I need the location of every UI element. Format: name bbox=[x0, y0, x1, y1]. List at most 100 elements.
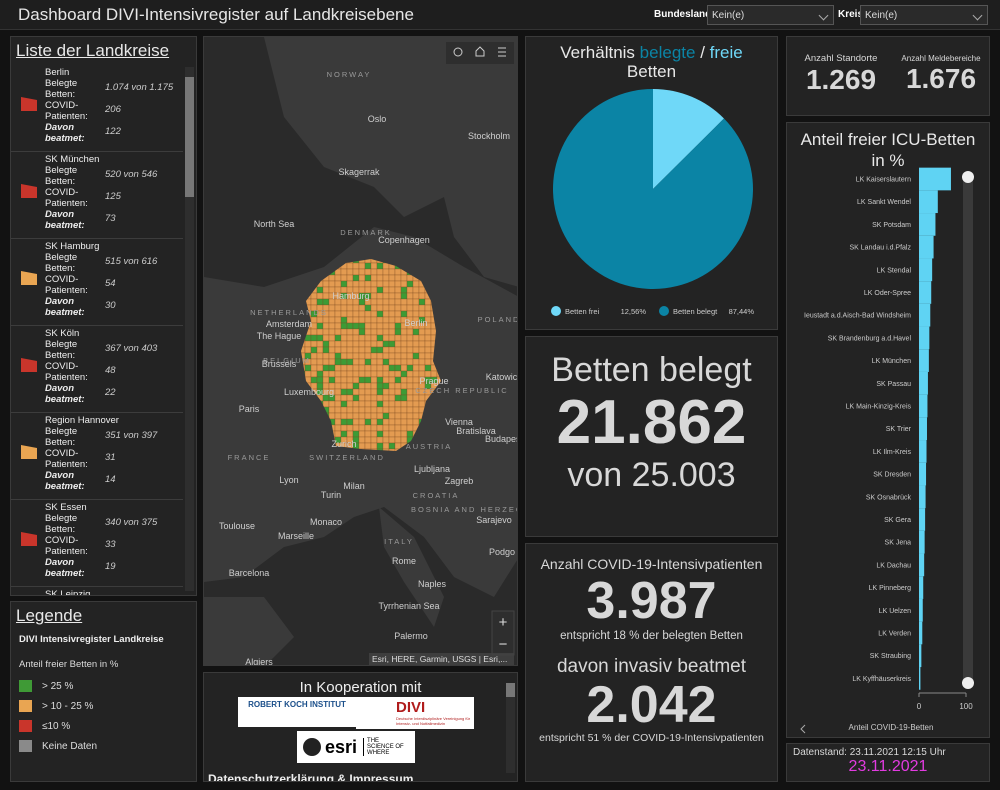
district bbox=[316, 376, 324, 384]
list-item[interactable]: SK Hamburg Belegte Betten: 515 von 616 COVI… bbox=[11, 239, 183, 326]
pie-slice bbox=[653, 89, 724, 189]
district bbox=[406, 334, 414, 342]
scroll-handle[interactable] bbox=[962, 171, 974, 183]
district bbox=[316, 346, 324, 354]
field-row: Davon beatmet: 30 bbox=[45, 296, 183, 318]
scroll-thumb[interactable] bbox=[185, 77, 194, 197]
scrollbar[interactable] bbox=[506, 683, 515, 773]
divi-logo[interactable]: DIVI Deutsche Interdisziplinäre Vereinig… bbox=[356, 697, 474, 729]
district bbox=[364, 268, 372, 276]
district bbox=[388, 322, 396, 330]
district bbox=[400, 352, 408, 360]
district bbox=[334, 364, 342, 372]
field-value: 33 bbox=[105, 539, 116, 550]
district bbox=[328, 358, 336, 366]
district bbox=[388, 370, 396, 378]
district bbox=[376, 292, 384, 300]
scroll-arrow[interactable] bbox=[800, 724, 806, 734]
list-icon[interactable] bbox=[498, 47, 506, 57]
district bbox=[358, 376, 366, 384]
district bbox=[376, 412, 384, 420]
district bbox=[394, 418, 402, 426]
district bbox=[352, 340, 360, 348]
district bbox=[394, 304, 402, 312]
district bbox=[352, 310, 360, 318]
imprint-link[interactable]: Datenschutzerklärung & Impressum bbox=[208, 772, 414, 782]
district bbox=[322, 400, 330, 408]
district bbox=[322, 280, 330, 288]
district bbox=[340, 352, 348, 360]
list-item[interactable]: SK Leipzig bbox=[11, 587, 183, 595]
district bbox=[394, 328, 402, 336]
scroll-thumb[interactable] bbox=[506, 683, 515, 697]
district bbox=[370, 304, 378, 312]
panel-title: Legende bbox=[16, 606, 83, 625]
map[interactable]: NORWAY Oslo Stockholm Skagerrak North Sea DEN… bbox=[204, 37, 518, 666]
map-label: Amsterdam bbox=[266, 319, 312, 329]
map-toolbar[interactable] bbox=[446, 42, 514, 64]
district bbox=[400, 286, 408, 294]
district bbox=[322, 346, 330, 354]
district bbox=[400, 358, 408, 366]
district bbox=[394, 382, 402, 390]
field-value: 30 bbox=[105, 300, 116, 311]
district bbox=[394, 322, 402, 330]
status-icon bbox=[21, 445, 37, 459]
district bbox=[334, 418, 342, 426]
esri-logo[interactable]: esri THE SCIENCE OF WHERE bbox=[297, 731, 415, 763]
home-icon[interactable] bbox=[475, 46, 485, 57]
search-icon[interactable] bbox=[453, 47, 463, 57]
district bbox=[340, 394, 348, 402]
land bbox=[379, 507, 444, 627]
y-tick-label: SK Osnabrück bbox=[866, 494, 912, 501]
list-item[interactable]: SK Essen Belegte Betten: 340 von 375 COVID-… bbox=[11, 500, 183, 587]
district bbox=[412, 376, 420, 384]
district bbox=[388, 448, 396, 451]
legend-label: ≤10 % bbox=[42, 720, 71, 732]
list-item[interactable]: Region Hannover Belegte Betten: 351 von 39… bbox=[11, 413, 183, 500]
district bbox=[370, 268, 378, 276]
district bbox=[358, 268, 366, 276]
field-value: 125 bbox=[105, 191, 121, 202]
district bbox=[382, 370, 390, 378]
list-item[interactable]: Berlin Belegte Betten: 1.074 von 1.175 COVI… bbox=[11, 65, 183, 152]
district bbox=[328, 280, 336, 288]
zoom-out[interactable]: − bbox=[499, 636, 508, 653]
scroll-track[interactable] bbox=[963, 177, 973, 687]
district bbox=[322, 358, 330, 366]
district bbox=[340, 280, 348, 288]
field-label: Belegte Betten: bbox=[45, 78, 78, 100]
filter-select[interactable]: Kein(e) bbox=[860, 5, 988, 25]
map-label: Prague bbox=[419, 376, 448, 386]
district bbox=[364, 328, 372, 336]
district bbox=[364, 412, 372, 420]
scroll-handle[interactable] bbox=[962, 677, 974, 689]
status-icon bbox=[21, 271, 37, 285]
field-label: Belegte Betten: bbox=[45, 513, 78, 535]
legend-item: > 10 - 25 % bbox=[11, 696, 196, 716]
district bbox=[382, 346, 390, 354]
district bbox=[412, 400, 420, 408]
district bbox=[382, 310, 390, 318]
scrollbar[interactable] bbox=[185, 67, 194, 591]
field-label: Davon beatmet: bbox=[45, 296, 85, 318]
district bbox=[304, 364, 312, 372]
list-item[interactable]: SK Köln Belegte Betten: 367 von 403 COVID-P… bbox=[11, 326, 183, 413]
list-item[interactable]: SK München Belegte Betten: 520 von 546 COVI… bbox=[11, 152, 183, 239]
map-panel[interactable]: NORWAY Oslo Stockholm Skagerrak North Sea DEN… bbox=[203, 36, 518, 666]
district bbox=[340, 334, 348, 342]
zoom-in[interactable]: + bbox=[499, 614, 508, 631]
district-list[interactable]: Berlin Belegte Betten: 1.074 von 1.175 COVI… bbox=[11, 65, 183, 595]
district bbox=[406, 358, 414, 366]
district bbox=[310, 298, 318, 306]
filter-select[interactable]: Kein(e) bbox=[707, 5, 834, 25]
field-row: Davon beatmet: 19 bbox=[45, 557, 183, 579]
district bbox=[364, 358, 372, 366]
district bbox=[334, 352, 342, 360]
stats-panel: Anzahl Standorte 1.269 Anzahl Meldeberei… bbox=[786, 36, 990, 116]
district bbox=[346, 280, 354, 288]
rki-logo[interactable]: ROBERT KOCH INSTITUT bbox=[238, 697, 356, 727]
district bbox=[394, 346, 402, 354]
district bbox=[394, 298, 402, 306]
district bbox=[358, 340, 366, 348]
